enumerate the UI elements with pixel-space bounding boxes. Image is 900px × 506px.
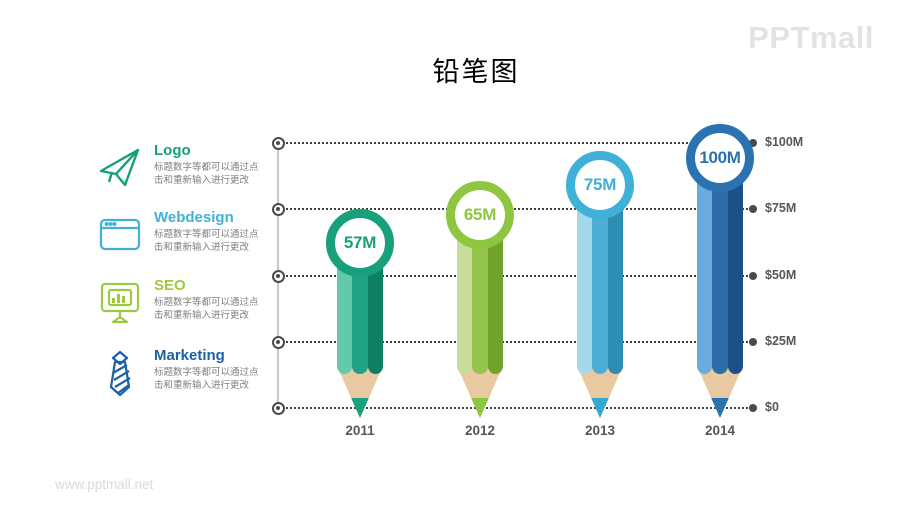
pencil-body-stripe — [367, 243, 383, 374]
tick-dot — [749, 338, 757, 346]
legend-item-seo: SEO 标题数字等都可以通过点击和重新输入进行更改 — [98, 277, 263, 324]
browser-window-icon — [98, 211, 142, 259]
legend-item-description: 标题数字等都可以通过点击和重新输入进行更改 — [154, 162, 259, 187]
monitor-chart-icon — [98, 279, 142, 327]
tick-dot — [749, 205, 757, 213]
pencil-body-stripe — [337, 243, 353, 374]
x-category-label: 2011 — [345, 423, 375, 438]
pencil-body-stripe — [577, 185, 593, 374]
pptmall-logo: PPTmall — [748, 20, 874, 55]
legend-item-label: SEO — [154, 277, 186, 294]
legend-item-label: Webdesign — [154, 209, 234, 226]
value-label: 57M — [343, 233, 377, 252]
axis-marker-donut — [271, 136, 285, 150]
value-label: 75M — [583, 175, 617, 194]
legend-item-label: Marketing — [154, 347, 225, 364]
axis-marker-donut — [271, 401, 285, 415]
x-category-label: 2014 — [704, 423, 736, 438]
y-tick-label: $0 — [765, 400, 779, 414]
y-tick-label: $100M — [765, 135, 804, 149]
gridline-dotted — [278, 407, 748, 409]
value-ring: 65M — [446, 181, 514, 249]
value-label: 65M — [463, 205, 497, 224]
x-category-label: 2013 — [584, 423, 616, 438]
gridline-dotted — [278, 142, 748, 144]
pencil-body-stripe — [472, 215, 488, 374]
legend-item-description: 标题数字等都可以通过点击和重新输入进行更改 — [154, 229, 259, 254]
value-ring: 57M — [326, 209, 394, 277]
pencil-body-stripe — [607, 185, 623, 374]
gridline-dotted — [278, 275, 748, 277]
tick-dot — [749, 139, 757, 147]
value-ring: 75M — [566, 151, 634, 219]
legend-item-description: 标题数字等都可以通过点击和重新输入进行更改 — [154, 297, 259, 322]
pencil-body — [457, 215, 503, 374]
legend-item-logo: Logo 标题数字等都可以通过点击和重新输入进行更改 — [98, 142, 263, 188]
page-title: 铅笔图 — [432, 57, 520, 87]
pencil-body-stripe — [727, 158, 743, 374]
legend-item-marketing: Marketing 标题数字等都可以通过点击和重新输入进行更改 — [98, 347, 263, 397]
pencil-body-stripe — [697, 158, 713, 374]
value-ring: 100M — [686, 124, 754, 192]
watermark-url: www.pptmall.net — [55, 477, 154, 492]
legend-item-webdesign: Webdesign 标题数字等都可以通过点击和重新输入进行更改 — [98, 209, 263, 255]
pencil-body — [577, 185, 623, 374]
x-category-label: 2012 — [464, 423, 496, 438]
gridline-dotted — [278, 341, 748, 343]
necktie-icon — [98, 349, 142, 397]
pencil-body-stripe — [712, 158, 728, 374]
legend-item-description: 标题数字等都可以通过点击和重新输入进行更改 — [154, 367, 259, 392]
tick-dot — [749, 404, 757, 412]
pencil-body — [697, 158, 743, 374]
pencil-body-stripe — [457, 215, 473, 374]
paper-plane-icon — [98, 144, 142, 192]
y-tick-label: $75M — [765, 201, 797, 215]
legend-item-label: Logo — [154, 142, 191, 159]
pencil-body-stripe — [487, 215, 503, 374]
axis-marker-donut — [271, 335, 285, 349]
axis-marker-donut — [271, 269, 285, 283]
tick-dot — [749, 272, 757, 280]
axis-marker-donut — [271, 202, 285, 216]
y-tick-label: $25M — [765, 334, 797, 348]
y-tick-label: $50M — [765, 268, 797, 282]
value-label: 100M — [699, 148, 741, 167]
pencil-body-stripe — [592, 185, 608, 374]
